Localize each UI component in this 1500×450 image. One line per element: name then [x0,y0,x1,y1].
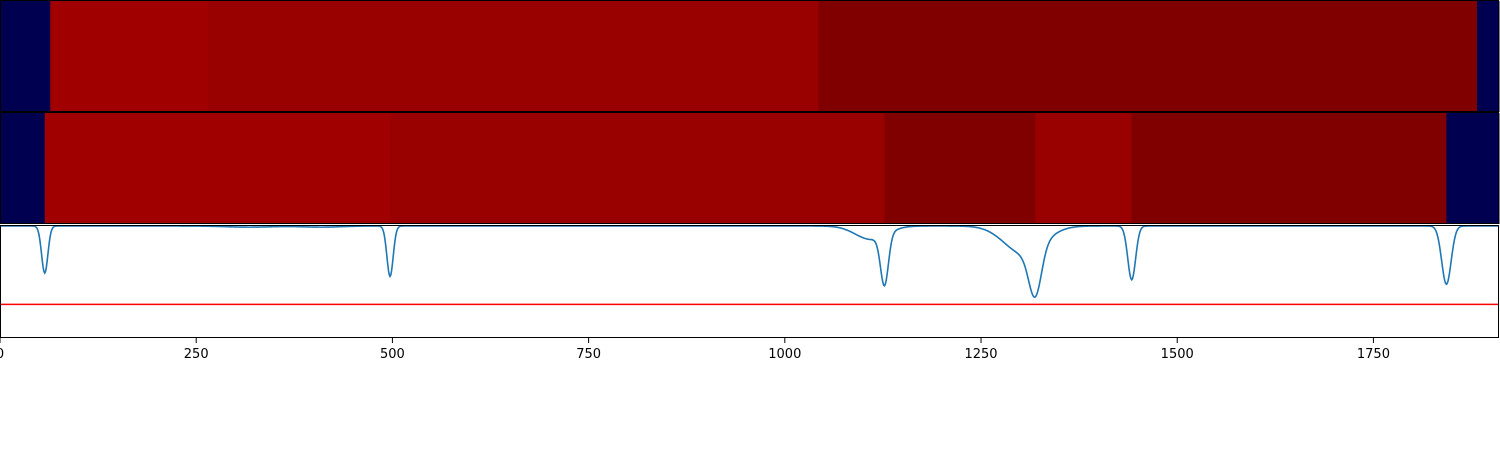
x-tick-label-1000: 1000 [768,347,801,362]
row-frame-2 [0,112,1499,224]
signal-frame [0,225,1499,338]
x-tick-label-250: 250 [184,347,209,362]
segment-1-4 [818,1,1478,112]
segment-2-2 [44,113,391,224]
x-tick-label-750: 750 [576,347,601,362]
segment-1-3 [207,1,820,112]
segment-2-3 [390,113,885,224]
signal-line [0,225,1499,298]
x-tick-label-1250: 1250 [964,347,997,362]
segment-2-6 [1131,113,1447,224]
segment-row-2 [0,113,1500,224]
x-tick-label-1750: 1750 [1357,347,1390,362]
segment-row-1 [0,1,1500,112]
x-tick-label-500: 500 [380,347,405,362]
signal-panel [0,225,1499,338]
x-tick-label-0: 0 [0,347,4,362]
x-tick-label-1500: 1500 [1161,347,1194,362]
segment-2-1 [0,113,46,224]
segment-2-4 [884,113,1036,224]
segment-rows [0,0,1500,224]
segment-1-2 [50,1,209,112]
segment-1-5 [1477,1,1500,112]
x-axis: 0 250 500 750 1000 1250 1500 1750 [0,338,1390,362]
segment-2-5 [1035,113,1133,224]
segment-2-7 [1446,113,1500,224]
segment-1-1 [0,1,51,112]
row-frame-1 [0,0,1499,112]
